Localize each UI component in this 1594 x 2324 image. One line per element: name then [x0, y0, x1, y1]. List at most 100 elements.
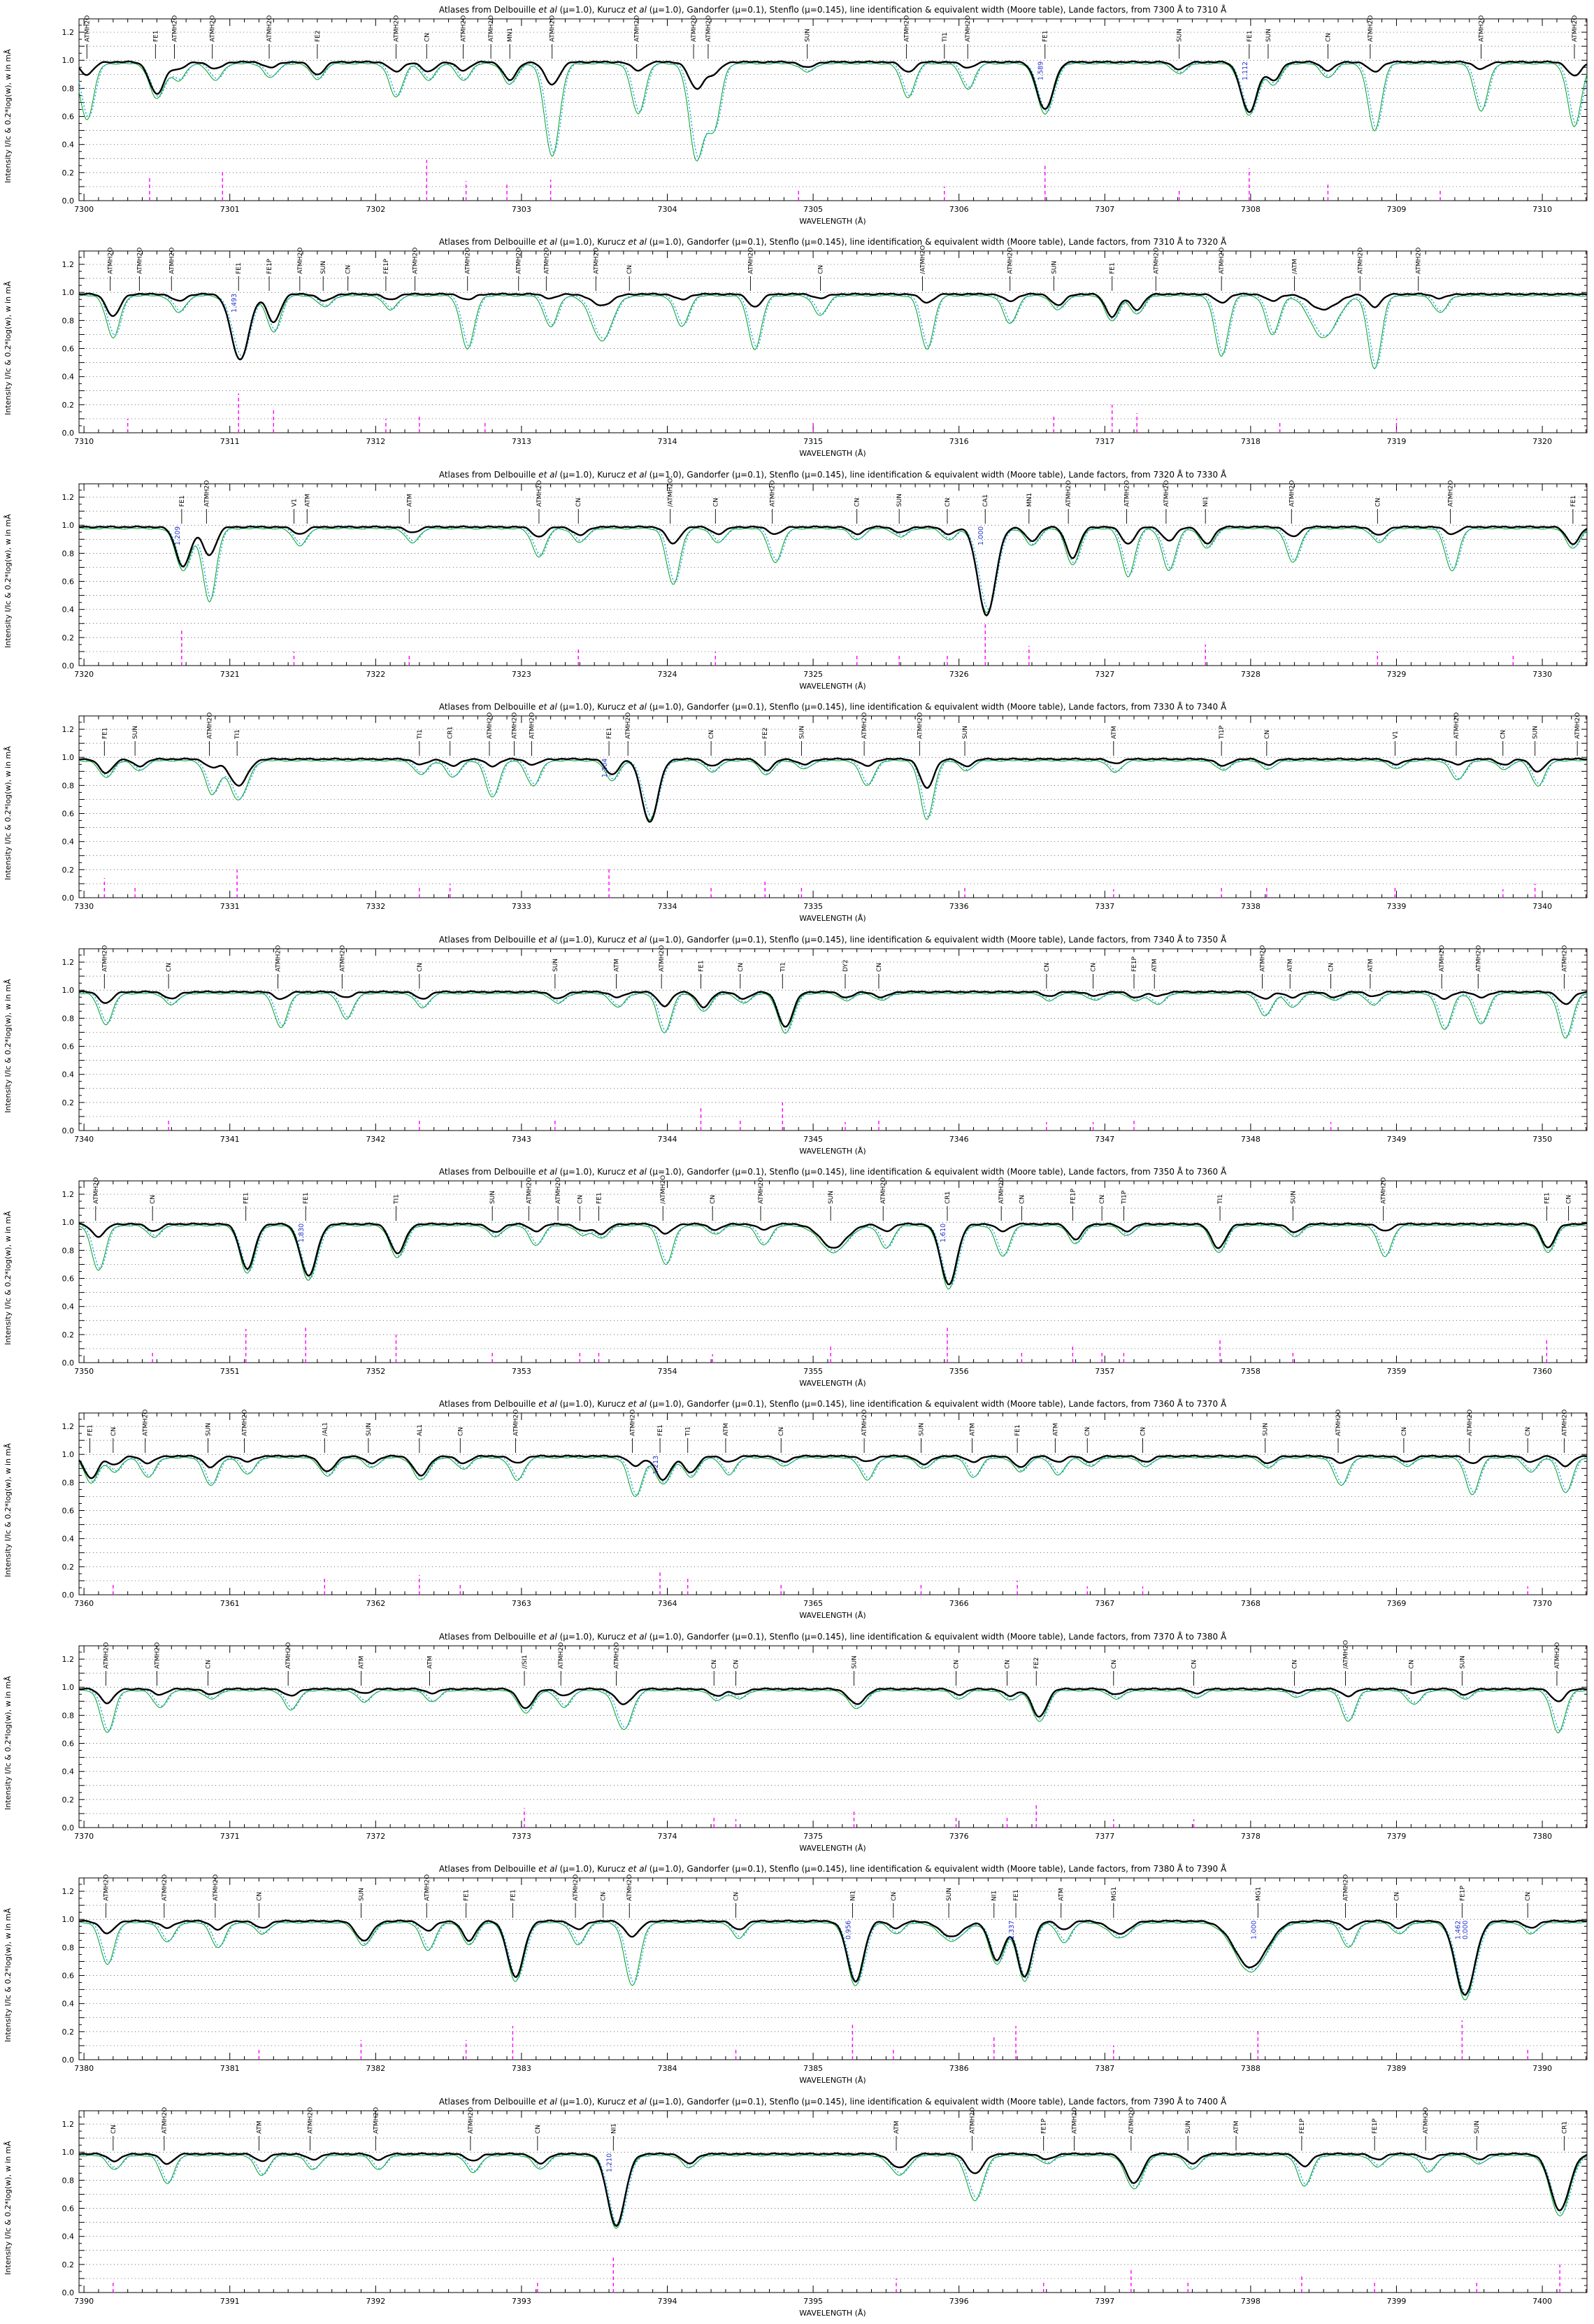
x-tick-label: 7392 — [366, 2297, 385, 2306]
x-tick-label: 7355 — [803, 1367, 823, 1376]
line-id-label: SUN — [358, 1888, 365, 1901]
line-id-label: ATMH2O — [1423, 2107, 1430, 2133]
spectrum-panel-2: Atlases from Delbouille et al (μ=1.0), K… — [3, 236, 1588, 458]
x-tick-label: 7320 — [1532, 437, 1552, 446]
line-id-label: ATMH2O — [1357, 248, 1364, 274]
line-id-label: ATMH2O — [691, 15, 698, 42]
line-id-label: CN — [1500, 730, 1507, 739]
lande-factor-label: 1.610 — [940, 1224, 947, 1242]
x-tick-label: 7372 — [366, 1832, 385, 1841]
y-tick-label: 0.8 — [62, 549, 74, 558]
line-id-label: ATM — [893, 2121, 900, 2134]
line-id-label: FE1 — [596, 1192, 603, 1204]
y-axis-label: Intensity I/Ic & 0.2*log(w), w in mÅ — [3, 281, 13, 415]
line-id-label: SUN — [1265, 29, 1272, 42]
line-id-label: CN — [1525, 1892, 1532, 1901]
line-id-label: ATMH2O — [526, 1177, 533, 1204]
x-tick-label: 7331 — [220, 902, 240, 911]
line-id-label: SUN — [805, 29, 812, 42]
line-id-label: ATMH2O — [1153, 248, 1160, 274]
line-id-label: FE1P — [383, 259, 390, 275]
x-axis-label: WAVELENGTH (Å) — [799, 1379, 866, 1388]
line-id-label: FE1 — [1570, 495, 1577, 507]
line-id-label: SUN — [1177, 29, 1184, 42]
y-tick-label: 0.2 — [62, 633, 74, 643]
x-axis-label: WAVELENGTH (Å) — [799, 1611, 866, 1620]
spectrum-panel-8: Atlases from Delbouille et al (μ=1.0), K… — [3, 1631, 1588, 1853]
line-id-label: CN — [712, 498, 719, 507]
x-tick-label: 7363 — [512, 1599, 531, 1608]
line-id-label: CN — [345, 265, 352, 274]
y-tick-label: 0.6 — [62, 113, 74, 122]
y-axis-label: Intensity I/Ic & 0.2*log(w), w in mÅ — [3, 746, 13, 880]
line-id-label: CN — [854, 498, 861, 507]
line-id-label: CN — [711, 1660, 718, 1669]
line-id-label: ATMH2O — [394, 15, 401, 42]
cyan-atlas-curve — [78, 1224, 1587, 1288]
plot-box — [78, 1180, 1588, 1363]
line-id-label: ATM — [1151, 959, 1158, 972]
line-id-label: ATMH2O — [593, 248, 600, 274]
x-tick-label: 7399 — [1386, 2297, 1406, 2306]
plot-box — [78, 2110, 1588, 2293]
lande-factor-label: 1.493 — [231, 294, 238, 313]
y-tick-label: 0.6 — [62, 345, 74, 354]
x-tick-label: 7384 — [658, 2064, 677, 2073]
green-atlas-curve — [79, 1921, 1587, 2001]
green-atlas-curve — [78, 1456, 1587, 1498]
line-id-label: CN — [1291, 1660, 1298, 1669]
y-tick-label: 0.4 — [62, 2000, 74, 2009]
y-axis-label: Intensity I/Ic & 0.2*log(w), w in mÅ — [3, 49, 13, 183]
line-id-label: ATMH2O — [558, 1642, 565, 1668]
line-id-label: FE1 — [1247, 30, 1254, 42]
line-id-label: TI1 — [234, 729, 241, 740]
x-tick-label: 7306 — [949, 205, 969, 214]
line-id-label: ATMH2O — [770, 480, 777, 507]
line-id-label: SUN — [366, 1423, 373, 1436]
line-id-label: CN — [1140, 1427, 1147, 1436]
spectrum-panel-10: Atlases from Delbouille et al (μ=1.0), K… — [3, 2096, 1588, 2318]
y-tick-label: 0.0 — [62, 1823, 74, 1832]
line-id-label: ATMH2O — [625, 712, 632, 739]
lande-factor-label: 1.337 — [1008, 1921, 1016, 1939]
x-tick-label: 7301 — [220, 205, 240, 214]
spectrum-panel-1: Atlases from Delbouille et al (μ=1.0), K… — [3, 4, 1588, 226]
line-id-label: ATMH2O — [213, 1874, 220, 1901]
line-id-label: CN — [256, 1892, 263, 1901]
line-id-label: FE1 — [1544, 1192, 1551, 1204]
x-tick-label: 7353 — [512, 1367, 531, 1376]
line-id-label: ATMH2O — [1288, 480, 1295, 507]
plot-box — [78, 1645, 1588, 1828]
line-id-label: ATMH2O — [1128, 2107, 1135, 2133]
y-axis-label: Intensity I/Ic & 0.2*log(w), w in mÅ — [3, 2140, 13, 2274]
y-tick-label: 1.2 — [62, 1887, 74, 1896]
line-id-label: TI1P — [1219, 725, 1226, 740]
y-tick-label: 0.4 — [62, 838, 74, 847]
cyan-atlas-curve — [78, 526, 1588, 610]
line-id-label: CN — [424, 33, 431, 42]
x-axis-label: WAVELENGTH (Å) — [799, 1147, 866, 1156]
line-id-label: ATMH2O — [103, 1642, 110, 1668]
x-tick-label: 7319 — [1386, 437, 1406, 446]
x-tick-label: 7393 — [512, 2297, 531, 2306]
panel-title: Atlases from Delbouille et al (μ=1.0), K… — [439, 4, 1227, 15]
y-tick-label: 1.0 — [62, 521, 74, 530]
x-axis-label: WAVELENGTH (Å) — [799, 682, 866, 691]
x-tick-label: 7337 — [1095, 902, 1114, 911]
x-tick-label: 7380 — [74, 2064, 94, 2073]
line-id-label: /AL1 — [322, 1422, 329, 1436]
y-tick-label: 0.0 — [62, 1591, 74, 1600]
y-tick-label: 0.6 — [62, 810, 74, 819]
panel-title: Atlases from Delbouille et al (μ=1.0), K… — [439, 934, 1227, 945]
cyan-atlas-curve — [78, 991, 1588, 1037]
line-id-label: FE1 — [152, 30, 159, 42]
x-axis-label: WAVELENGTH (Å) — [799, 1844, 866, 1853]
line-id-label: TI1 — [417, 729, 424, 740]
y-tick-label: 0.2 — [62, 1795, 74, 1805]
x-tick-label: 7332 — [366, 902, 385, 911]
y-tick-label: 1.2 — [62, 1655, 74, 1664]
line-id-label: ATMH2O — [1007, 248, 1014, 274]
line-id-label: ATMH2O — [210, 15, 217, 42]
x-tick-label: 7380 — [1532, 1832, 1552, 1841]
line-id-label: ATMH2O — [487, 712, 494, 739]
